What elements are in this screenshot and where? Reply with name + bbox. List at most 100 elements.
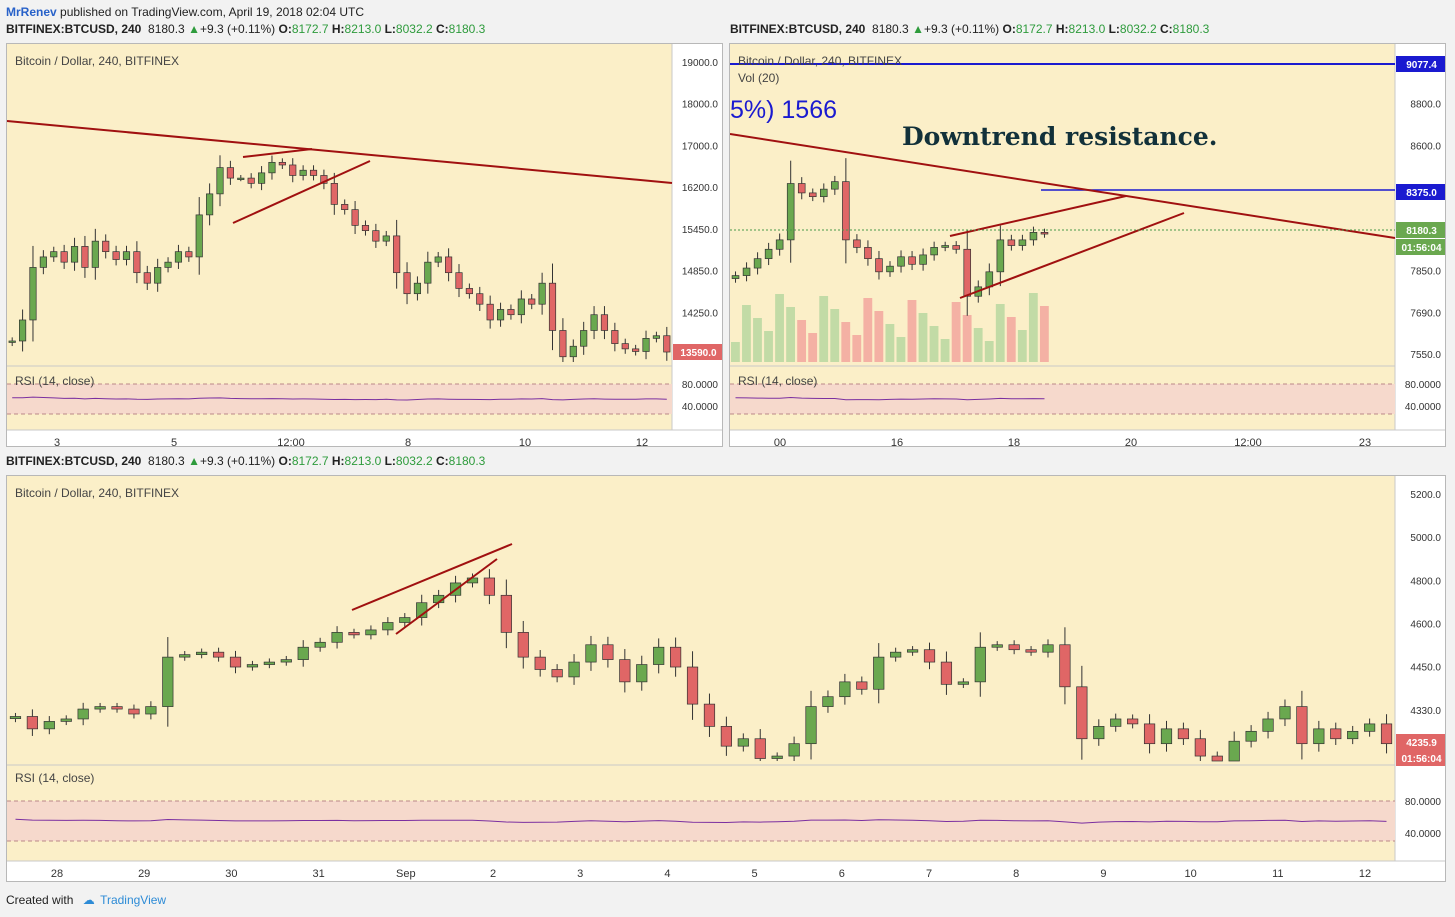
candle [636,664,648,683]
candle [403,272,411,295]
chart2-l-label: L: [1108,22,1120,36]
time-axis [730,430,1445,446]
candle [797,183,806,194]
chart2-partial-annotation: 5%) 1566 [730,96,838,124]
candle [399,617,411,623]
candle [19,319,27,342]
price-tick-label: 4330.0 [1410,706,1441,717]
rsi-tick-label: 80.0000 [1405,380,1442,391]
time-tick-label: 31 [312,868,324,880]
candle [754,738,766,759]
candle [808,192,817,198]
up-triangle-icon: ▲ [188,22,200,36]
volume-bar [852,335,862,362]
chart3-svg[interactable]: 5200.05000.04800.04600.04450.04330.04235… [7,476,1446,882]
price-tick-label: 8800.0 [1410,100,1441,111]
candle [237,177,245,180]
candle [1364,723,1376,732]
time-tick-label: 7 [926,868,932,880]
chart3-low: 8032.2 [395,454,433,468]
volume-bar [1028,293,1038,362]
candle [174,251,183,263]
price-tick-label: 5200.0 [1410,490,1441,501]
candle [923,649,936,663]
publisher-username[interactable]: MrRenev [6,5,57,19]
candle [133,251,141,274]
wedge-lower-line [232,160,371,224]
candle [102,240,110,253]
chart2-volume-label: Vol (20) [738,71,780,85]
candle [731,275,740,279]
chart2-svg[interactable]: 9000.08800.08600.08200.08000.07850.07690… [730,44,1446,447]
candle [1007,239,1016,246]
chart2-header: BITFINEX:BTCUSD, 240 8180.3 ▲+9.3 (+0.11… [730,21,1209,37]
price-tick-label: 14250.0 [682,308,719,319]
candle [737,738,749,747]
candle [1262,718,1274,732]
candle [538,282,546,305]
candle [908,256,916,265]
time-tick-label: 12 [636,437,648,447]
chart1-c-label: C: [435,22,449,36]
price-tick-label: 16200.0 [682,183,719,194]
price-tag-bg [1396,222,1445,238]
candle [162,656,174,707]
chart2-last: 8180.3 [872,22,909,36]
volume-bar [885,324,895,362]
candle [50,251,58,258]
candle [43,721,55,730]
price-tick-label: 19000.0 [682,58,719,69]
volume-bar [742,305,751,362]
chart3-panel[interactable]: 5200.05000.04800.04600.04450.04330.04235… [6,475,1446,882]
candle [29,267,37,321]
price-tick-label: 17000.0 [682,141,719,152]
price-tag-bg [673,344,722,360]
tradingview-cloud-icon[interactable]: ☁ [82,893,95,907]
candle [299,169,307,176]
downtrend-annotation: Downtrend resistance. [902,122,1218,151]
time-tick-label: 18 [1008,437,1020,447]
rsi-tick-label: 40.0000 [682,402,719,413]
rsi-line [12,396,667,401]
candle [985,271,994,288]
tradingview-link[interactable]: TradingView [100,893,167,907]
wedge-upper-line [242,148,313,158]
chart2-symbol: BITFINEX:BTCUSD, 240 [730,22,866,36]
chart1-panel[interactable]: 19000.0 18000.0 17000.0 16200.0 15450.0 14850… [6,43,723,447]
wedge-upper-line [949,195,1127,237]
chart3-h-label: H: [331,454,345,468]
candle [278,161,286,166]
price-tick-label: 4800.0 [1410,576,1441,587]
candle [365,629,377,636]
wedge-upper-line [351,543,513,611]
time-axis [7,430,722,446]
candle [1127,718,1139,725]
candle [528,298,536,305]
time-tick-label: 11 [1272,868,1283,880]
candle [940,661,953,685]
rsi-band [730,384,1395,414]
candle [476,293,484,305]
price-tag: 13590.0 [680,348,717,359]
candle [853,239,861,248]
candle [483,577,496,596]
time-tick-label: 3 [54,437,60,447]
candle [805,706,817,745]
chart2-panel[interactable]: 9000.08800.08600.08200.08000.07850.07690… [729,43,1446,447]
time-axis [7,861,1445,881]
candle [897,256,905,267]
chart1-svg[interactable]: 19000.0 18000.0 17000.0 16200.0 15450.0 14850… [7,44,723,447]
price-axis [672,44,722,446]
rsi-tick-label: 80.0000 [682,380,719,391]
chart1-h-label: H: [331,22,345,36]
volume-bar [1039,306,1049,362]
candle [875,258,883,273]
time-tick-label: 3 [577,868,583,880]
price-axis [1395,476,1445,881]
publisher-text: published on TradingView.com, April 19, … [60,5,364,19]
candle [941,245,949,248]
time-tick-label: 4 [664,868,670,880]
volume-bar [874,311,884,362]
time-tag: 01:56:04 [1401,754,1441,765]
up-triangle-icon: ▲ [188,454,200,468]
